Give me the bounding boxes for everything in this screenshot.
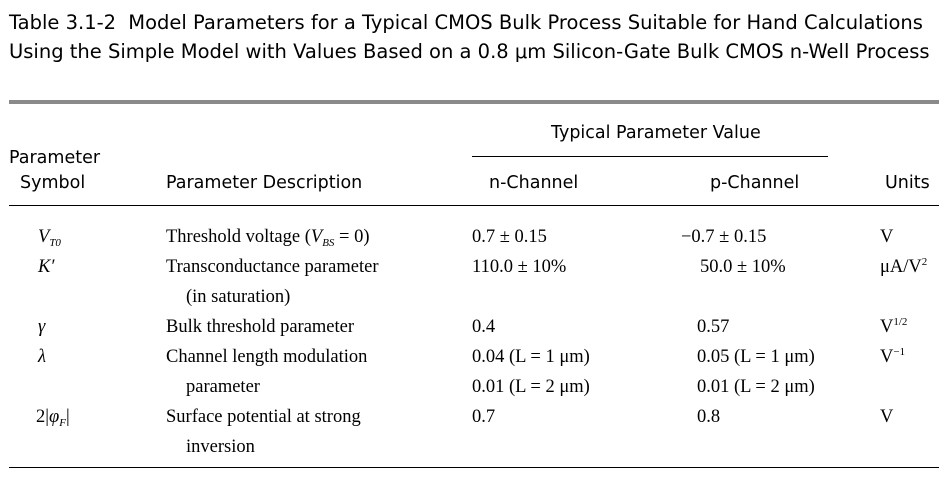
row-phi-n-value: 0.7 (472, 407, 496, 427)
row-lambda-p-value-1: 0.05 (L = 1 μm) (697, 347, 815, 367)
row-phi-unit: V (880, 407, 894, 427)
table-caption: Table 3.1-2 Model Parameters for a Typic… (9, 8, 939, 66)
header-symbol-line1: Parameter (9, 148, 101, 168)
row-gamma-p-value: 0.57 (697, 317, 730, 337)
row-lambda-description-line2: parameter (186, 377, 260, 397)
row-lambda-description-line1: Channel length modulation (166, 347, 368, 367)
header-units: Units (885, 173, 930, 193)
row-k-symbol: K′ (38, 257, 55, 277)
row-k-p-value: 50.0 ± 10% (700, 257, 786, 277)
caption-rule (9, 100, 939, 104)
header-group-rule (472, 156, 828, 157)
row-gamma-symbol: γ (38, 317, 46, 337)
header-n-channel: n-Channel (489, 173, 579, 193)
row-vt0-p-value: −0.7 ± 0.15 (681, 227, 767, 247)
table-title: Model Parameters for a Typical CMOS Bulk… (9, 11, 930, 63)
row-phi-description-line1: Surface potential at strong (166, 407, 361, 427)
row-vt0-symbol: VT0 (38, 227, 61, 249)
row-lambda-n-value-1: 0.04 (L = 1 μm) (472, 347, 590, 367)
row-phi-symbol: 2|φF| (36, 407, 70, 429)
header-group-typical-value: Typical Parameter Value (551, 123, 761, 143)
row-k-unit: μA/V2 (880, 256, 928, 278)
row-vt0-n-value: 0.7 ± 0.15 (472, 227, 547, 247)
header-symbol-line2: Symbol (20, 173, 86, 193)
row-vt0-unit: V (880, 227, 894, 247)
row-lambda-unit: V−1 (880, 346, 906, 368)
row-k-description-line2: (in saturation) (186, 287, 291, 307)
row-lambda-p-value-2: 0.01 (L = 2 μm) (697, 377, 815, 397)
row-gamma-unit: V1/2 (880, 316, 908, 338)
row-k-description-line1: Transconductance parameter (166, 257, 379, 277)
header-p-channel: p-Channel (710, 173, 800, 193)
row-phi-description-line2: inversion (186, 437, 255, 457)
table-bottom-rule (9, 467, 939, 468)
row-lambda-n-value-2: 0.01 (L = 2 μm) (472, 377, 590, 397)
row-vt0-description: Threshold voltage (VBS = 0) (166, 227, 370, 249)
table-number: Table 3.1-2 (9, 11, 117, 34)
header-description: Parameter Description (166, 173, 363, 193)
row-phi-p-value: 0.8 (697, 407, 721, 427)
header-bottom-rule (9, 205, 939, 206)
row-lambda-symbol: λ (38, 347, 47, 367)
row-gamma-description: Bulk threshold parameter (166, 317, 355, 337)
row-gamma-n-value: 0.4 (472, 317, 496, 337)
row-k-n-value: 110.0 ± 10% (472, 257, 567, 277)
